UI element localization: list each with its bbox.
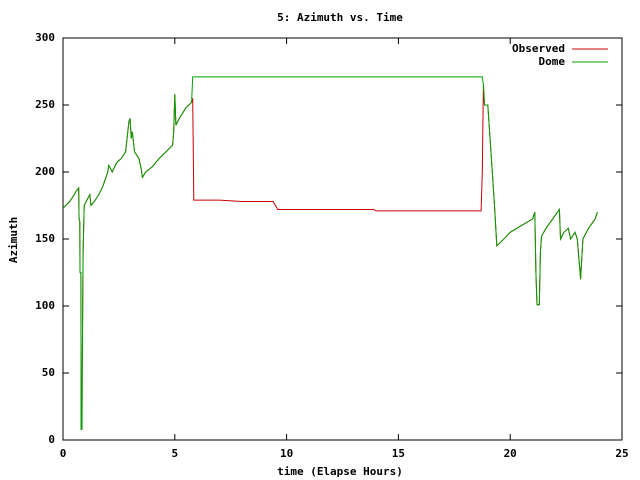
- y-axis-label: Azimuth: [7, 217, 20, 263]
- legend-label: Observed: [512, 42, 565, 55]
- series-line: [62, 84, 598, 430]
- y-tick-label: 150: [35, 232, 55, 245]
- y-tick-label: 50: [42, 366, 55, 379]
- plot-frame: [62, 37, 623, 441]
- y-tick-label: 200: [35, 165, 55, 178]
- y-tick-label: 0: [48, 433, 55, 446]
- x-tick-label: 5: [171, 447, 178, 460]
- series-line: [62, 76, 598, 430]
- legend-label: Dome: [539, 55, 566, 68]
- x-tick-label: 10: [280, 447, 293, 460]
- y-tick-label: 300: [35, 31, 55, 44]
- y-tick-label: 250: [35, 98, 55, 111]
- x-tick-label: 15: [392, 447, 405, 460]
- x-axis-label: time (Elapse Hours): [277, 465, 403, 478]
- chart-title: 5: Azimuth vs. Time: [277, 11, 403, 24]
- x-tick-label: 25: [615, 447, 628, 460]
- y-tick-label: 100: [35, 299, 55, 312]
- x-tick-label: 0: [60, 447, 67, 460]
- x-tick-label: 20: [504, 447, 517, 460]
